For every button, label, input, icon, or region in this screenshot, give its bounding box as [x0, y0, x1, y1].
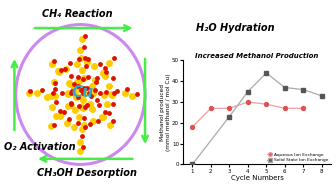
Text: CH₃OH Desorption: CH₃OH Desorption	[37, 168, 137, 178]
Text: H₂O Hydration: H₂O Hydration	[196, 23, 275, 33]
Text: O₂ Activation: O₂ Activation	[4, 142, 76, 152]
Text: Cu: Cu	[71, 85, 93, 100]
Y-axis label: Methanol produced
(mmol methanol / mol Cu): Methanol produced (mmol methanol / mol C…	[160, 74, 171, 151]
Text: CH₄ Reaction: CH₄ Reaction	[42, 9, 112, 19]
Legend: Aqueous Ion Exchange, Solid State Ion Exchange: Aqueous Ion Exchange, Solid State Ion Ex…	[267, 153, 329, 162]
X-axis label: Cycle Numbers: Cycle Numbers	[230, 175, 284, 181]
Title: Increased Methanol Production: Increased Methanol Production	[195, 53, 319, 59]
